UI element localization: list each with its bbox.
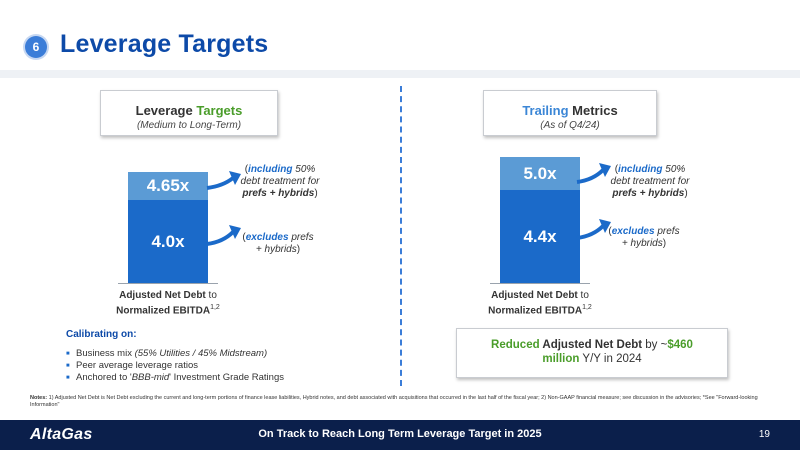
calibrating-title: Calibrating on:	[66, 329, 137, 340]
slide-footer: AltaGas On Track to Reach Long Term Leve…	[0, 420, 800, 450]
left-axis-label: Adjusted Net Debt to Normalized EBITDA1,…	[116, 290, 220, 317]
slide-header: 6 Leverage Targets	[0, 0, 800, 68]
title-rule	[0, 70, 800, 78]
card-subtitle: (As of Q4/24)	[540, 120, 600, 131]
trailing-metrics-card: Trailing Metrics (As of Q4/24)	[483, 90, 657, 136]
arrow-icon-down	[206, 230, 235, 246]
left-annotation-top: (including 50% debt treatment for prefs …	[240, 164, 320, 199]
calibrating-list: Business mix (55% Utilities / 45% Midstr…	[66, 348, 366, 384]
arrow-icon-up	[206, 176, 235, 190]
left-baseline	[118, 283, 218, 284]
panel-divider	[400, 86, 402, 386]
list-item: Business mix (55% Utilities / 45% Midstr…	[66, 348, 366, 360]
left-arrows	[206, 171, 241, 246]
arrow-head-up	[599, 163, 611, 177]
footer-tagline: On Track to Reach Long Term Leverage Tar…	[258, 428, 542, 440]
card-title: Trailing Metrics	[522, 103, 618, 118]
leverage-targets-card: Leverage Targets (Medium to Long-Term)	[100, 90, 278, 136]
list-item: Anchored to 'BBB-mid' Investment Grade R…	[66, 372, 366, 384]
left-annotation-bottom: (excludes prefs + hybrids)	[242, 232, 314, 255]
left-bar-bottom: 4.0x	[128, 200, 208, 283]
right-annotation-bottom: (excludes prefs + hybrids)	[608, 226, 680, 249]
right-bar-stack: 5.0x 4.4x	[500, 157, 580, 283]
reduced-debt-callout: Reduced Adjusted Net Debt by ~$460 milli…	[456, 328, 728, 378]
section-number-badge: 6	[25, 36, 47, 58]
page-number: 19	[758, 429, 770, 440]
arrow-head-up	[229, 171, 241, 185]
arrow-icon-down	[576, 224, 605, 240]
footnotes: Notes: 1) Adjusted Net Debt is Net Debt …	[30, 395, 758, 408]
list-item: Peer average leverage ratios	[66, 360, 366, 372]
calibrating-section: Calibrating on: Business mix (55% Utilit…	[66, 329, 366, 384]
right-bar-top: 5.0x	[500, 157, 580, 190]
altagas-logo: AltaGas	[30, 426, 93, 443]
right-annotation-top: (including 50% debt treatment for prefs …	[610, 164, 690, 199]
arrow-head-down	[599, 219, 611, 233]
left-bar-top: 4.65x	[128, 172, 208, 200]
right-axis-label: Adjusted Net Debt to Normalized EBITDA1,…	[488, 290, 592, 317]
right-bar-bottom: 4.4x	[500, 190, 580, 283]
right-baseline	[490, 283, 590, 284]
arrow-icon-up	[576, 168, 605, 184]
arrow-head-down	[229, 225, 241, 239]
page-title: Leverage Targets	[60, 30, 269, 58]
left-bar-stack: 4.65x 4.0x	[128, 172, 208, 283]
card-title: Leverage Targets	[135, 103, 243, 118]
right-arrows	[576, 163, 611, 240]
card-subtitle: (Medium to Long-Term)	[136, 120, 242, 131]
